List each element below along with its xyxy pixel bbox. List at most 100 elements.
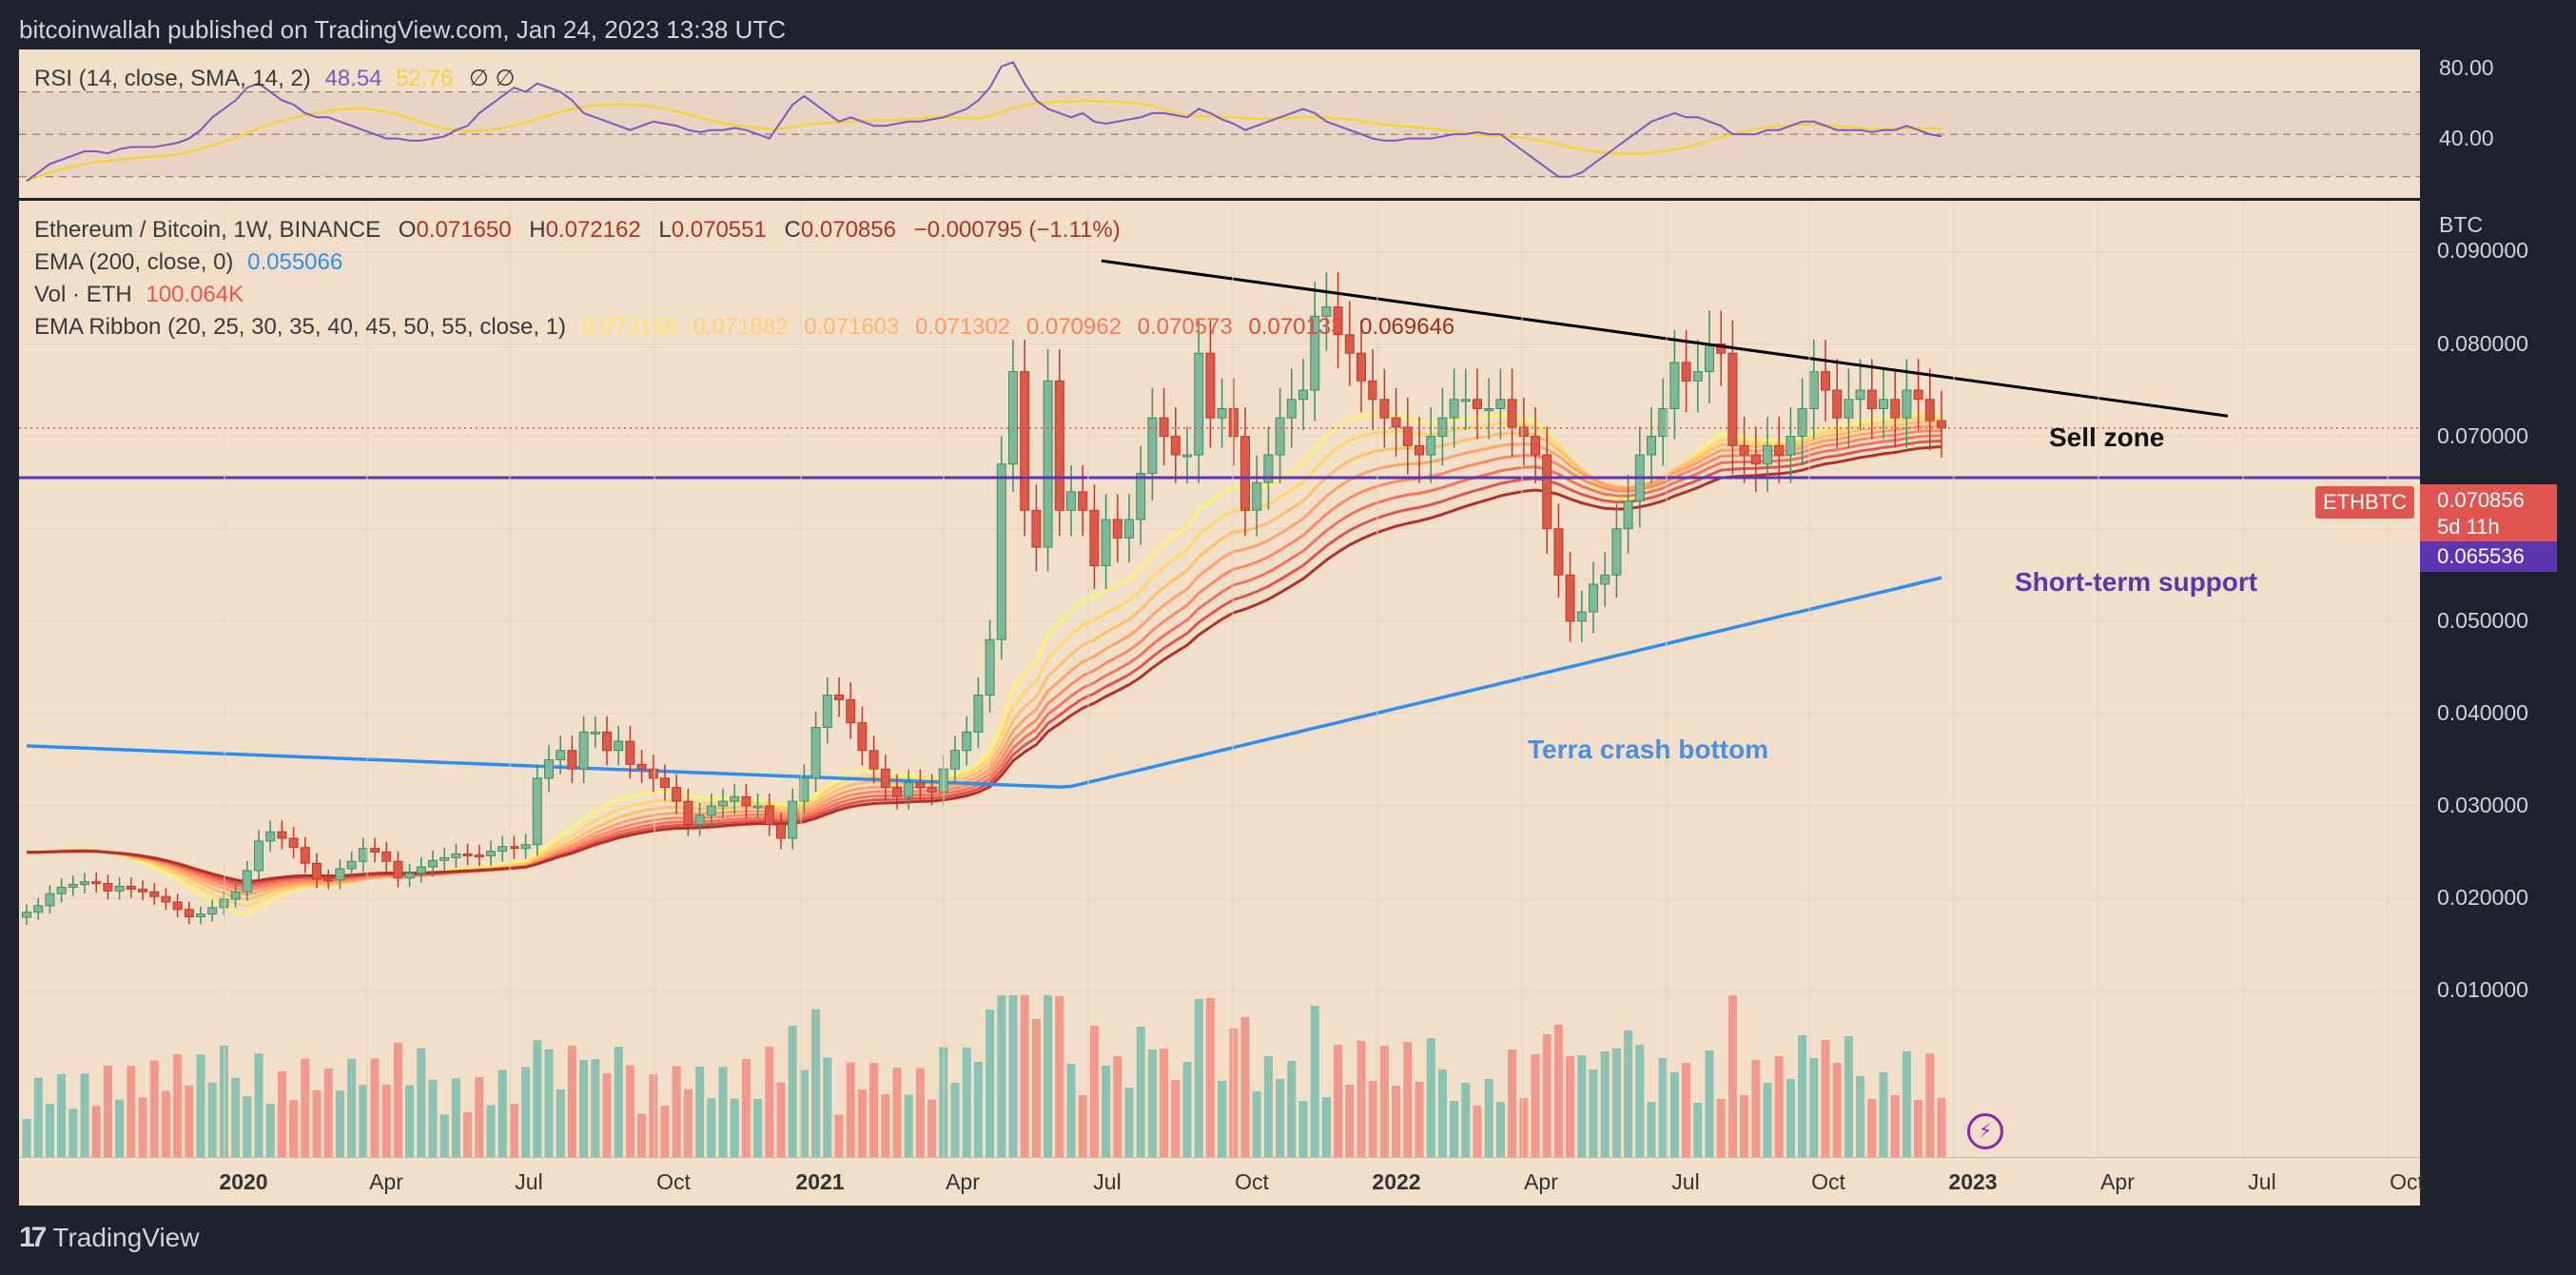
time-tick-label: Jul: [1671, 1169, 1700, 1194]
volume-bar: [1020, 995, 1029, 1157]
volume-bar: [846, 1062, 855, 1157]
volume-bar: [33, 1077, 43, 1157]
volume-bar: [1136, 1027, 1145, 1157]
time-tick-label: Oct: [656, 1169, 691, 1194]
candle-body: [1705, 343, 1714, 373]
ribbon-value: 0.070962: [1025, 314, 1122, 340]
low-label: L: [658, 217, 672, 243]
volume-bar: [1263, 1056, 1273, 1157]
price-axis[interactable]: BTC 0.0900000.0800000.0700000.0600000.05…: [2315, 201, 2557, 1157]
volume-bar: [823, 1057, 832, 1157]
candle-body: [962, 731, 972, 752]
close-label: C: [784, 217, 801, 243]
volume-bar: [103, 1065, 112, 1157]
volume-bar: [1368, 1081, 1377, 1157]
volume-bar: [196, 1054, 205, 1157]
volume-bar: [312, 1089, 322, 1157]
ema-ribbon-line: [27, 445, 1942, 884]
trendline: [1101, 259, 2229, 418]
volume-bar: [1078, 1095, 1087, 1157]
candle-body: [138, 888, 147, 892]
candle-body: [915, 782, 926, 789]
candle-body: [1890, 399, 1901, 419]
open-value: 0.071650: [416, 217, 512, 243]
volume-bar: [1786, 1079, 1795, 1157]
candle-body: [857, 722, 868, 752]
candle-body: [404, 873, 415, 879]
volume-bar: [1531, 1054, 1540, 1157]
open-label: O: [398, 217, 417, 243]
volume-bar: [927, 1099, 937, 1157]
volume-bar: [1287, 1061, 1297, 1157]
candle-body: [683, 800, 693, 825]
pair-title: Ethereum / Bitcoin, 1W, BINANCE: [34, 217, 381, 243]
candle-body: [335, 868, 345, 881]
ribbon-value: 0.069646: [1359, 314, 1455, 340]
volume-bar: [115, 1099, 125, 1157]
time-axis[interactable]: 2020 Apr Jul Oct 2021 Apr Jul Oct 2022 Apr Jul Oct 2…: [19, 1157, 2424, 1206]
ribbon-legend: EMA Ribbon (20, 25, 30, 35, 40, 45, 50, …: [34, 314, 1454, 341]
candle-body: [1669, 362, 1680, 409]
candle-body: [1531, 436, 1540, 456]
price-tick-label: 0.050000: [2437, 607, 2528, 633]
candle-body: [1507, 399, 1517, 428]
ema200-value: 0.055066: [247, 249, 343, 275]
main-chart-panel[interactable]: [19, 201, 2420, 1157]
candle-body: [1089, 509, 1100, 567]
volume-bar: [417, 1048, 426, 1157]
volume-bar: [1508, 1049, 1517, 1157]
candle-body: [1310, 315, 1320, 391]
time-tick-label: Jul: [2248, 1169, 2276, 1194]
candle-body: [1750, 454, 1761, 465]
time-tick-label: 2020: [219, 1169, 268, 1194]
candle-body: [1252, 481, 1262, 511]
candle-body: [1774, 444, 1785, 456]
volume-bar: [68, 1108, 78, 1157]
candle-body: [91, 881, 102, 885]
volume-bar: [857, 1089, 867, 1157]
candle-body: [288, 837, 299, 849]
volume-bar: [1392, 1086, 1401, 1157]
candle-body: [114, 885, 125, 892]
candle-body: [219, 898, 229, 909]
volume-bar: [602, 1073, 612, 1157]
candle-body: [718, 800, 728, 807]
volume-bar: [1345, 1085, 1355, 1157]
candle-body: [927, 787, 937, 793]
candle-body: [567, 750, 577, 770]
candle-body: [1356, 352, 1366, 382]
volume-bar: [185, 1085, 194, 1157]
ribbon-value: 0.073156: [581, 314, 677, 340]
support-price-badge: 0.065536: [2420, 541, 2557, 572]
volume-bar: [544, 1049, 554, 1157]
rsi-line: [26, 61, 1942, 183]
rsi-title: RSI (14, close, SMA, 14, 2): [34, 66, 311, 91]
volume-bar: [1055, 996, 1064, 1157]
candle-body: [230, 891, 241, 900]
volume-bar: [1194, 999, 1203, 1157]
volume-bar: [1925, 1053, 1935, 1157]
candle-body: [648, 768, 658, 779]
volume-bar: [1379, 1046, 1389, 1157]
volume-bar: [834, 1114, 844, 1157]
candle-body: [880, 768, 890, 789]
replay-button[interactable]: ⚡: [1967, 1113, 2003, 1149]
volume-bar: [718, 1067, 728, 1157]
volume-bar: [439, 1114, 449, 1157]
price-plot[interactable]: [19, 201, 2420, 1157]
rsi-plot[interactable]: [19, 49, 2420, 198]
candle-body: [56, 886, 67, 894]
volume-bar: [381, 1085, 391, 1157]
volume-bar: [1276, 1079, 1285, 1157]
time-tick-label: Apr: [1524, 1169, 1558, 1194]
rsi-panel[interactable]: [19, 49, 2420, 198]
time-tick-label: Apr: [946, 1169, 980, 1194]
candle-body: [1321, 306, 1332, 317]
candle-body: [1159, 417, 1169, 438]
volume-bar: [649, 1074, 658, 1157]
candle-body: [625, 740, 635, 765]
candle-body: [451, 853, 461, 858]
candle-body: [103, 883, 113, 892]
price-tick-label: 0.090000: [2437, 238, 2528, 264]
ema200-legend: EMA (200, close, 0) 0.055066: [34, 249, 342, 276]
